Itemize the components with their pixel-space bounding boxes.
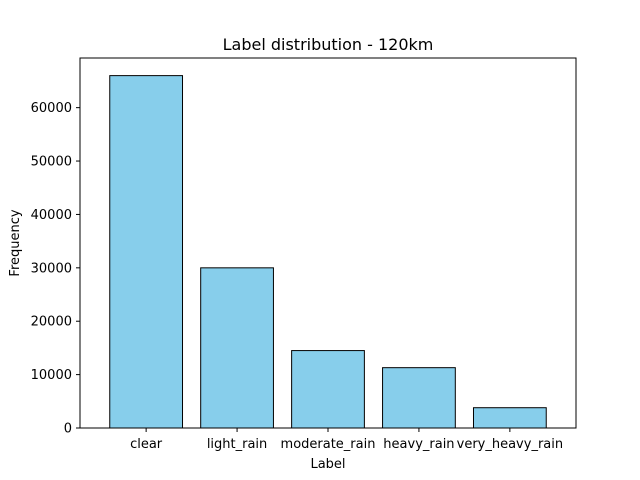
x-tick-label: moderate_rain bbox=[281, 437, 376, 452]
y-tick-label: 0 bbox=[64, 422, 72, 437]
bar-heavy-rain bbox=[382, 367, 456, 429]
x-tick-label: light_rain bbox=[207, 437, 267, 452]
y-tick-label: 40000 bbox=[31, 208, 72, 223]
bar-very-heavy-rain bbox=[472, 407, 547, 429]
bar-moderate-rain bbox=[291, 350, 365, 429]
x-axis-label: Label bbox=[310, 457, 345, 472]
x-tick-label: heavy_rain bbox=[383, 437, 454, 452]
y-tick-label: 10000 bbox=[31, 368, 72, 383]
bar-light-rain bbox=[200, 267, 274, 429]
y-tick-label: 30000 bbox=[31, 261, 72, 276]
x-axis-ticks: clear light_rain moderate_rain heavy_rain ve… bbox=[130, 428, 563, 452]
x-tick-label: very_heavy_rain bbox=[457, 437, 563, 452]
x-tick-label: clear bbox=[130, 437, 163, 452]
y-axis-label: Frequency bbox=[8, 209, 23, 276]
bars-group bbox=[109, 75, 547, 429]
y-tick-label: 60000 bbox=[31, 101, 72, 116]
chart-title: Label distribution - 120km bbox=[223, 35, 434, 54]
y-tick-label: 20000 bbox=[31, 315, 72, 330]
y-axis-ticks: 0 10000 20000 30000 40000 50000 60000 bbox=[31, 101, 80, 437]
plot-frame bbox=[79, 57, 577, 429]
y-tick-label: 50000 bbox=[31, 155, 72, 170]
bar-clear bbox=[109, 75, 184, 429]
